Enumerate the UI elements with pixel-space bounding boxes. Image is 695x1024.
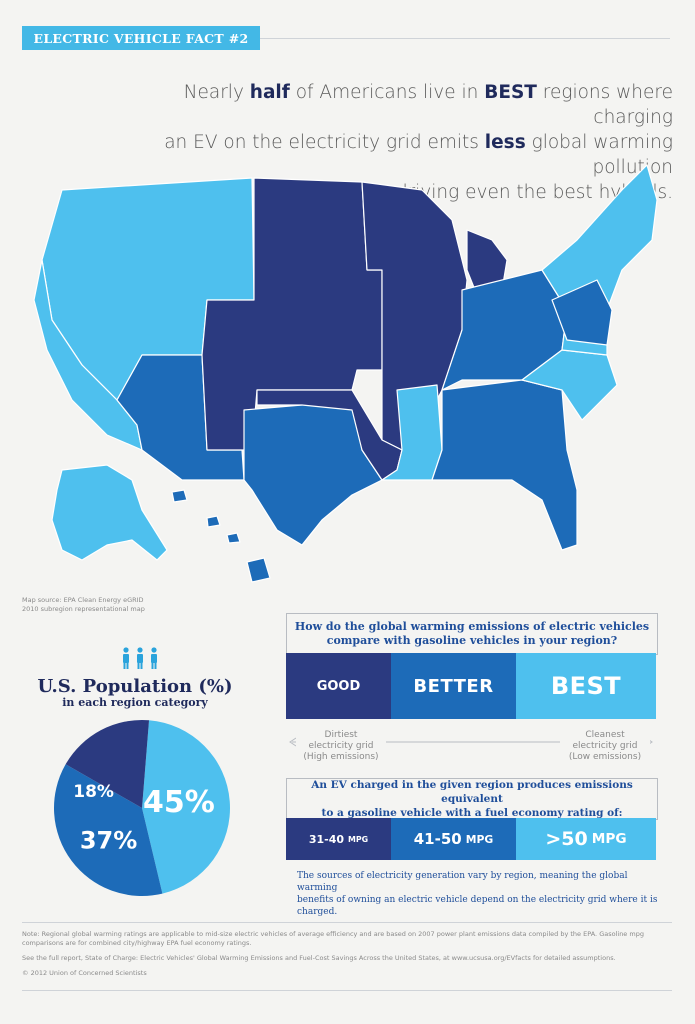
bottom-divider xyxy=(22,990,672,991)
mpg-question-line1: An EV charged in the given region produc… xyxy=(311,779,633,805)
question-line2: compare with gasoline vehicles in your r… xyxy=(326,634,618,647)
headline-line1-best: BEST xyxy=(484,82,537,103)
map-region-alaska xyxy=(51,464,168,561)
copyright: © 2012 Union of Concerned Scientists xyxy=(22,969,147,977)
map-region-hawaii-4 xyxy=(246,557,271,583)
map-source: Map source: EPA Clean Energy eGRID 2010 … xyxy=(22,596,182,614)
scale-label-cleanest: Cleanest electricity grid (Low emissions… xyxy=(560,730,650,763)
mpg-best: >50 MPG xyxy=(516,818,656,860)
footnotes: Note: Regional global warming ratings ar… xyxy=(22,930,662,984)
banner-divider xyxy=(260,38,670,39)
sources-text: The sources of electricity generation va… xyxy=(297,870,667,918)
map-region-rockies xyxy=(201,177,383,451)
cleanest-line1: Cleanest xyxy=(585,730,625,740)
dirtiest-line1: Dirtiest xyxy=(324,730,358,740)
cleanest-line3: (Low emissions) xyxy=(568,752,642,762)
map-region-hawaii-1 xyxy=(171,489,188,503)
pie-slice-good xyxy=(65,720,150,808)
comparison-question: How do the global warming emissions of e… xyxy=(286,613,658,655)
headline: Nearly half of Americans live in BEST re… xyxy=(113,80,673,205)
us-emissions-map xyxy=(33,164,658,583)
map-region-hawaii-3 xyxy=(226,532,241,544)
category-best: BEST xyxy=(516,653,656,719)
mpg-good-value: 31-40 xyxy=(308,832,345,846)
headline-line1-half: half xyxy=(249,82,290,103)
footnote-1: Note: Regional global warming ratings ar… xyxy=(22,930,644,947)
headline-line1-post: regions where charging xyxy=(536,82,673,128)
scale-label-dirtiest: Dirtiest electricity grid (High emission… xyxy=(296,730,386,763)
mpg-better: 41-50 MPG xyxy=(391,818,516,860)
headline-line1-mid: of Americans live in xyxy=(289,82,485,103)
pie-label-best: 45% xyxy=(143,785,215,820)
headline-line2-post: global warming pollution xyxy=(525,132,673,178)
mpg-question-line2: to a gasoline vehicle with a fuel econom… xyxy=(321,807,623,819)
dirtiest-line2: electricity grid xyxy=(308,741,374,751)
map-source-line2: 2010 subregion representational map xyxy=(22,605,145,613)
headline-line2-pre: an EV on the electricity grid emits xyxy=(164,132,485,153)
category-good: GOOD xyxy=(286,653,391,719)
map-region-hawaii-2 xyxy=(206,515,221,528)
cleanest-line2: electricity grid xyxy=(572,741,638,751)
map-region-southwest xyxy=(116,354,245,481)
mpg-row: 31-40 MPG 41-50 MPG >50 MPG xyxy=(286,818,656,860)
dirtiest-line3: (High emissions) xyxy=(303,752,379,762)
pie-slice-best xyxy=(142,720,231,894)
mpg-good: 31-40 MPG xyxy=(286,818,391,860)
population-pie-chart: 45%37% 18% xyxy=(53,720,231,896)
people-icon xyxy=(123,647,157,669)
sources-line1: The sources of electricity generation va… xyxy=(297,871,628,893)
pie-label-good: 18% xyxy=(73,782,114,802)
population-subtitle: in each region category xyxy=(62,696,208,709)
notes-divider xyxy=(22,922,672,923)
mpg-best-unit: MPG xyxy=(591,831,627,847)
mpg-good-unit: MPG xyxy=(348,834,369,844)
mpg-better-unit: MPG xyxy=(465,832,494,846)
mpg-best-value: >50 xyxy=(545,828,588,850)
map-region-southeast xyxy=(431,379,578,551)
question-line1: How do the global warming emissions of e… xyxy=(294,620,650,633)
sources-line2: benefits of owning an electric vehicle d… xyxy=(297,895,658,917)
map-region-mid-atlantic xyxy=(551,279,613,346)
map-region-gulf xyxy=(381,384,443,481)
pie-slice-better xyxy=(53,764,163,896)
headline-line2-less: less xyxy=(484,132,526,153)
fact-banner: ELECTRIC VEHICLE FACT #2 xyxy=(22,26,260,50)
pie-label-better: 37% xyxy=(80,826,137,854)
mpg-better-value: 41-50 xyxy=(413,830,462,848)
map-source-line1: Map source: EPA Clean Energy eGRID xyxy=(22,596,144,604)
population-title: U.S. Population (%) xyxy=(37,676,233,697)
mpg-question: An EV charged in the given region produc… xyxy=(286,778,658,820)
category-row: GOOD BETTER BEST xyxy=(286,653,656,719)
category-better: BETTER xyxy=(391,653,516,719)
headline-line1-pre: Nearly xyxy=(183,82,250,103)
footnote-2: See the full report, State of Charge: El… xyxy=(22,954,616,962)
